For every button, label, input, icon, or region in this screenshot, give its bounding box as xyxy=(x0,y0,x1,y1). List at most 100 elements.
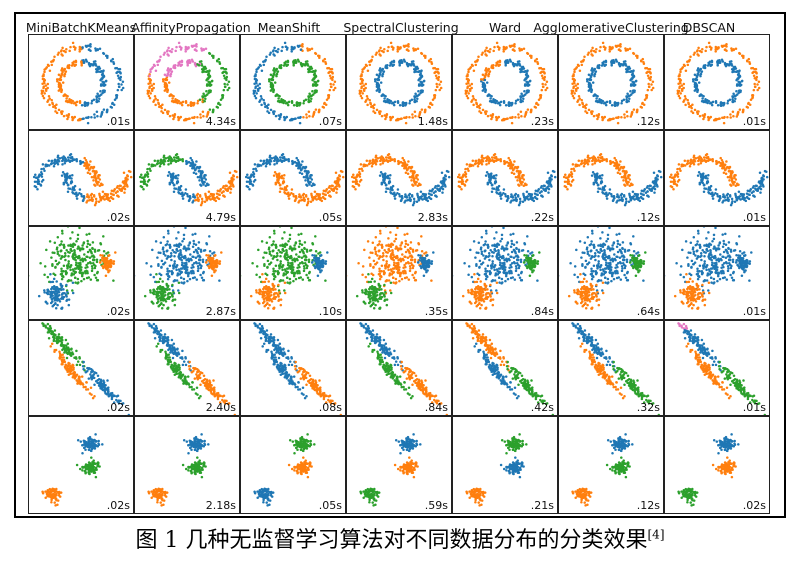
data-point xyxy=(517,184,521,187)
data-point xyxy=(208,108,212,111)
data-point xyxy=(598,98,601,101)
data-point xyxy=(268,154,272,158)
data-point xyxy=(406,44,409,47)
data-point xyxy=(230,178,234,181)
data-point xyxy=(48,240,52,243)
data-point xyxy=(588,157,592,160)
data-point xyxy=(380,94,383,98)
data-point xyxy=(107,196,111,200)
data-point xyxy=(277,48,280,51)
data-point xyxy=(143,175,146,179)
data-point xyxy=(628,192,631,196)
data-point xyxy=(231,180,234,183)
data-point xyxy=(396,50,399,53)
data-point xyxy=(636,54,639,58)
data-point xyxy=(63,74,66,78)
data-point xyxy=(309,67,312,70)
data-point xyxy=(323,193,326,196)
data-point xyxy=(627,67,630,70)
data-point xyxy=(629,89,632,93)
data-point xyxy=(98,70,102,73)
data-point xyxy=(643,98,647,101)
data-point xyxy=(536,62,540,65)
data-point xyxy=(627,94,630,97)
data-point xyxy=(519,200,522,203)
data-point xyxy=(167,46,170,50)
data-point xyxy=(302,63,305,66)
data-point xyxy=(177,174,180,177)
data-point xyxy=(269,108,273,112)
data-point xyxy=(599,45,602,49)
data-point xyxy=(571,82,574,86)
data-point xyxy=(522,178,526,181)
data-point xyxy=(368,63,372,67)
data-point xyxy=(701,114,704,117)
data-point xyxy=(173,66,177,70)
data-point xyxy=(140,185,144,189)
scatter-panel: .07s xyxy=(240,34,346,130)
data-point xyxy=(157,60,161,63)
data-point xyxy=(615,116,618,120)
data-point xyxy=(198,179,201,182)
data-point xyxy=(483,74,487,78)
data-point xyxy=(374,154,378,158)
data-point xyxy=(754,85,757,89)
data-point xyxy=(628,184,632,188)
data-point xyxy=(580,63,584,67)
data-point xyxy=(383,181,386,185)
data-point xyxy=(203,174,206,177)
data-point xyxy=(612,117,615,120)
data-point xyxy=(286,59,290,63)
data-point xyxy=(676,175,680,178)
data-point xyxy=(731,200,734,203)
data-point xyxy=(293,46,296,49)
data-point xyxy=(484,53,487,56)
data-point xyxy=(282,177,285,180)
data-point xyxy=(495,188,498,191)
data-point xyxy=(480,53,484,56)
data-point xyxy=(361,92,364,95)
data-point xyxy=(324,62,328,65)
data-point xyxy=(379,46,382,50)
data-point xyxy=(466,85,470,88)
data-point xyxy=(627,200,631,203)
data-point xyxy=(57,108,61,112)
data-point xyxy=(356,173,359,176)
data-point xyxy=(525,190,529,194)
data-point xyxy=(711,197,715,200)
data-point xyxy=(260,69,264,72)
data-point xyxy=(318,56,321,60)
data-point xyxy=(47,95,51,98)
data-point xyxy=(409,167,413,170)
data-point xyxy=(655,184,659,187)
data-point xyxy=(595,114,598,117)
data-point xyxy=(761,184,765,187)
data-point xyxy=(55,78,59,81)
data-point xyxy=(676,167,679,171)
data-point xyxy=(169,74,172,78)
data-point xyxy=(120,88,123,92)
data-point xyxy=(177,118,180,122)
data-point xyxy=(141,180,145,183)
data-point xyxy=(626,114,629,118)
timing-label: .22s xyxy=(530,211,554,224)
data-point xyxy=(222,194,225,197)
data-point xyxy=(166,53,169,56)
data-point xyxy=(734,178,738,181)
data-point xyxy=(576,99,580,102)
data-point xyxy=(277,114,280,117)
data-point xyxy=(221,71,224,75)
data-point xyxy=(495,118,498,122)
data-point xyxy=(290,101,294,105)
data-point xyxy=(66,117,69,121)
data-point xyxy=(55,111,59,115)
data-point xyxy=(253,89,257,93)
data-point xyxy=(447,175,451,179)
data-point xyxy=(625,177,628,180)
data-point xyxy=(307,110,311,113)
data-point xyxy=(224,67,228,71)
data-point xyxy=(307,200,310,203)
data-point xyxy=(526,69,529,72)
data-point xyxy=(116,194,119,197)
data-point xyxy=(641,197,645,201)
